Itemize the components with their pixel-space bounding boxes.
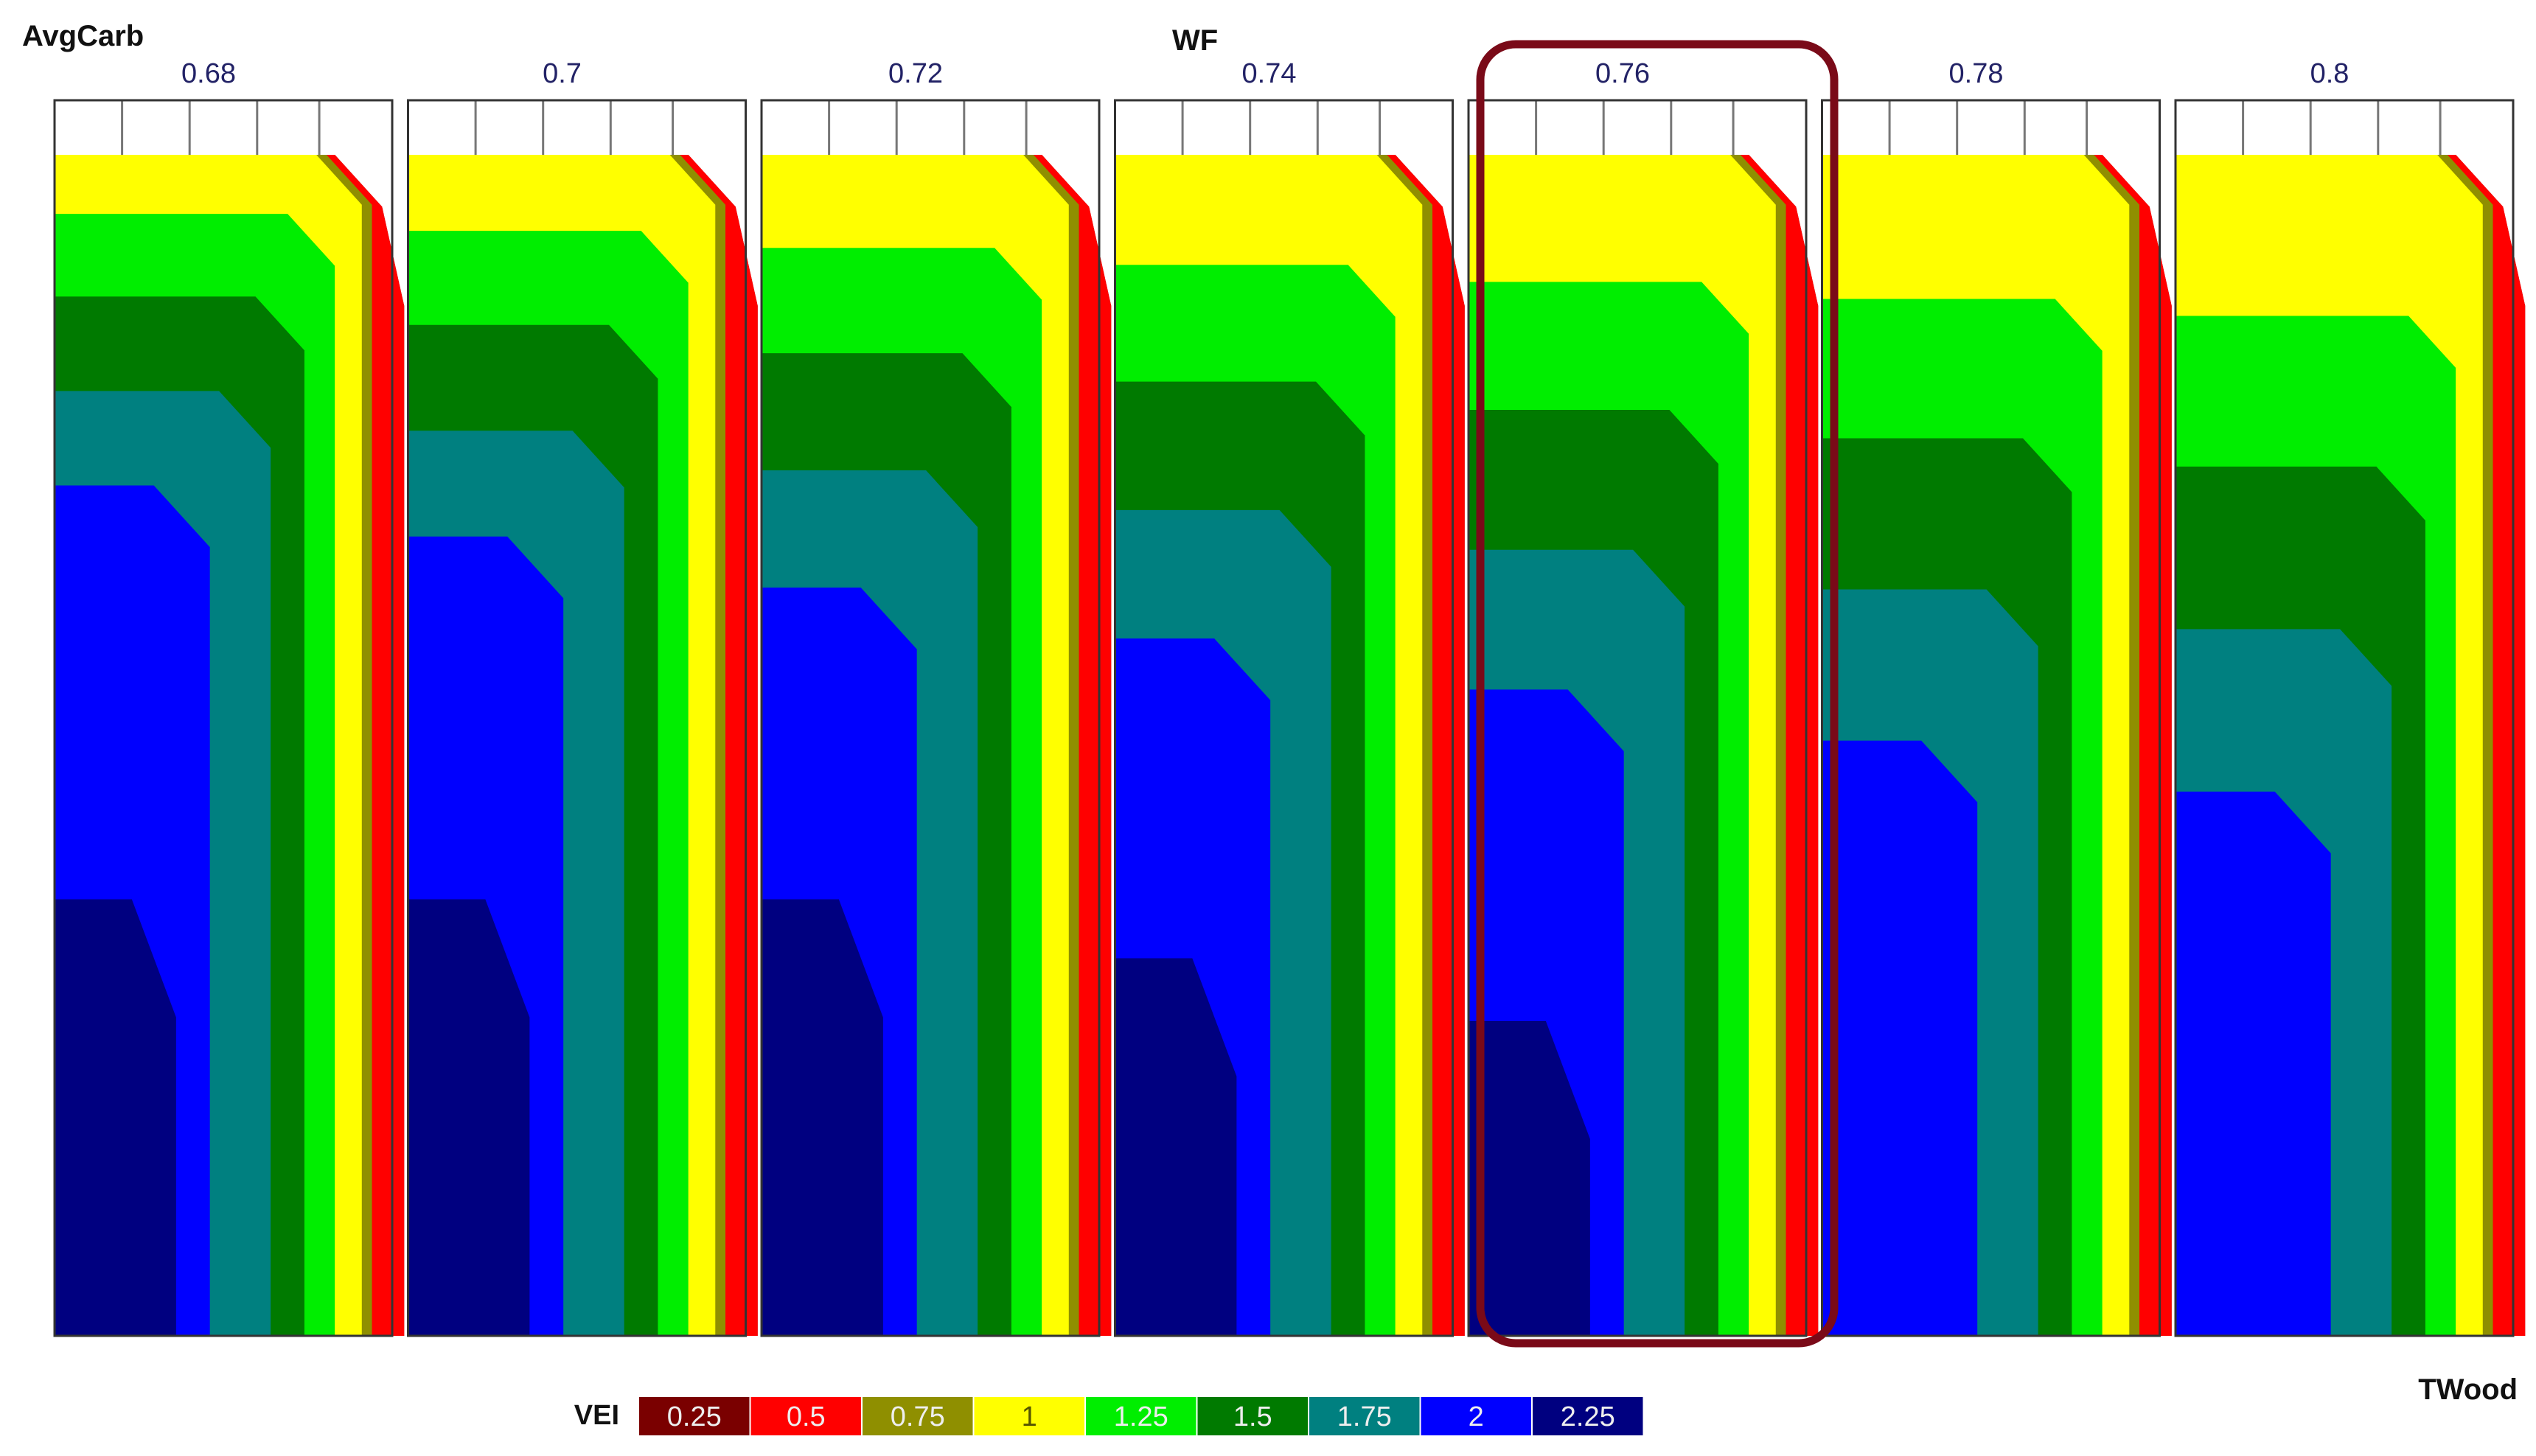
panel-label: 0.78: [1949, 58, 2004, 89]
panel-border: [53, 99, 394, 1337]
legend-label-1.5: 1.5: [1233, 1401, 1272, 1432]
legend-label-1.75: 1.75: [1337, 1401, 1392, 1432]
panel-label: 0.74: [1242, 58, 1297, 89]
panel-0.74: 0.74: [1114, 58, 1465, 1337]
legend-label-0.25: 0.25: [667, 1401, 722, 1432]
panel-0.8: 0.8: [2174, 58, 2526, 1337]
panel-label: 0.8: [2310, 58, 2349, 89]
contour-band-2.25: [408, 899, 530, 1336]
panel-border: [2174, 99, 2515, 1337]
legend-label-1.25: 1.25: [1114, 1401, 1168, 1432]
panel-0.76: 0.76: [1467, 58, 1819, 1337]
panel-0.72: 0.72: [760, 58, 1112, 1337]
legend-swatch-1.75: [1308, 1396, 1421, 1437]
legend-swatch-2.25: [1531, 1396, 1645, 1437]
legend-title: VEI: [574, 1400, 619, 1431]
panel-border: [407, 99, 747, 1337]
panel-label: 0.72: [888, 58, 943, 89]
legend-swatch-2: [1419, 1396, 1533, 1437]
panel-label: 0.68: [181, 58, 236, 89]
panel-label: 0.7: [543, 58, 582, 89]
panel-border: [1114, 99, 1454, 1337]
contour-band-2.25: [762, 899, 883, 1336]
panel-label: 0.76: [1595, 58, 1650, 89]
legend-label-0.5: 0.5: [787, 1401, 826, 1432]
panel-0.68: 0.68: [53, 58, 405, 1337]
legend: VEI 0.25 0.5 0.75 1 1.25 1.5 1.75 2 2.25: [574, 1396, 1645, 1437]
legend-label-2: 2: [1469, 1401, 1484, 1432]
panel-border: [1467, 99, 1808, 1337]
panel-0.78: 0.78: [1821, 58, 2172, 1337]
highlight-box: [1476, 40, 1839, 1348]
legend-label-0.75: 0.75: [891, 1401, 945, 1432]
legend-label-2.25: 2.25: [1561, 1401, 1615, 1432]
x-variable-label: TWood: [2418, 1373, 2518, 1406]
column-variable-label: WF: [1172, 24, 1218, 57]
row-variable-label: AvgCarb: [22, 20, 144, 52]
contour-band-2.25: [55, 899, 176, 1336]
panels: 0.68 0.7 0.72 0.74 0.76 0.78 0.8: [53, 58, 2526, 1337]
legend-label-1: 1: [1022, 1401, 1037, 1432]
contour-band-2: [2176, 791, 2331, 1336]
panel-0.7: 0.7: [407, 58, 758, 1337]
contour-band-2.25: [1469, 1021, 1590, 1336]
panel-border: [760, 99, 1101, 1337]
contour-band-2.25: [1115, 958, 1237, 1336]
contour-band-2: [1822, 740, 1978, 1336]
panel-border: [1821, 99, 2161, 1337]
